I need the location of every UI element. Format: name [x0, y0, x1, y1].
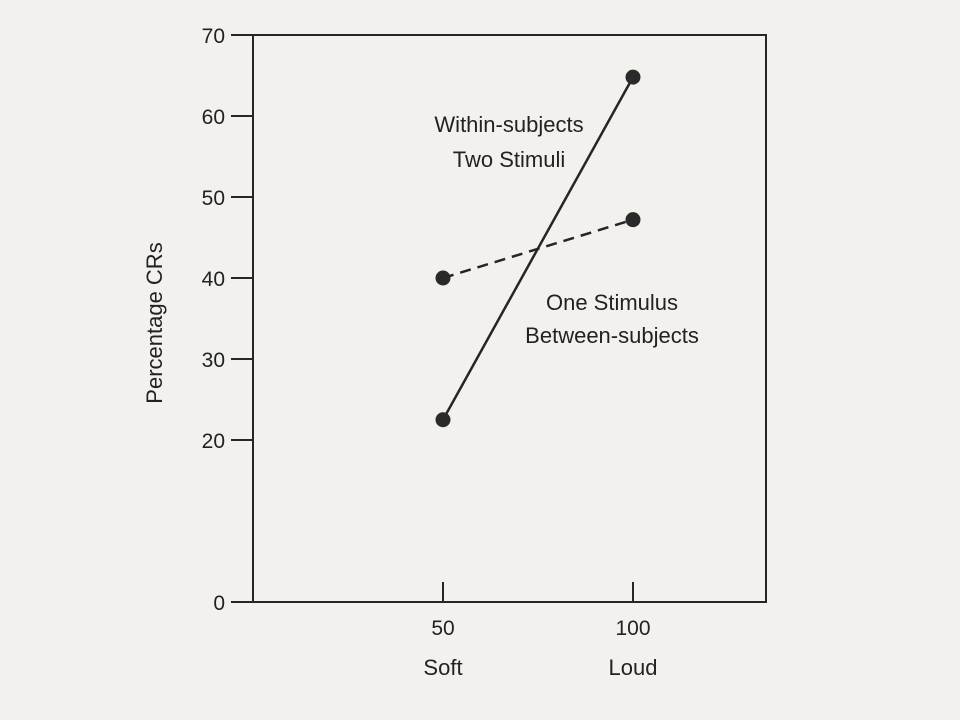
y-tick-label: 60	[202, 106, 225, 129]
between-subjects-series	[435, 212, 641, 286]
within-subjects-point	[435, 412, 451, 428]
y-tick-label: 0	[213, 592, 225, 615]
x-category-label: Loud	[609, 655, 658, 680]
within-subjects-annotation-line-2: Two Stimuli	[453, 147, 565, 172]
y-tick-label: 30	[202, 349, 225, 372]
x-tick-label: 100	[615, 617, 650, 640]
x-tick-label: 50	[431, 617, 454, 640]
y-tick-label: 20	[202, 430, 225, 453]
plot-frame	[252, 34, 767, 603]
y-tick-label: 70	[202, 25, 225, 48]
within-subjects-point	[625, 69, 641, 85]
y-axis-title: Percentage CRs	[142, 242, 167, 403]
x-category-label: Soft	[423, 655, 462, 680]
between-subjects-annotation-line-1: One Stimulus	[546, 290, 678, 315]
within-subjects-annotation-line-1: Within-subjects	[434, 112, 583, 137]
x-axis-ticks: 50 Soft 100 Loud	[423, 582, 657, 680]
between-subjects-point	[625, 212, 641, 228]
within-subjects-annotation: Within-subjects Two Stimuli	[434, 112, 583, 172]
series-layer	[435, 69, 641, 428]
between-subjects-line	[442, 218, 634, 280]
between-subjects-point	[435, 270, 451, 286]
y-axis-ticks: 0 20 30 40 50 60 70	[202, 25, 253, 615]
between-subjects-annotation-line-2: Between-subjects	[525, 323, 699, 348]
between-subjects-annotation: One Stimulus Between-subjects	[525, 290, 699, 348]
y-tick-label: 40	[202, 268, 225, 291]
y-tick-label: 50	[202, 187, 225, 210]
